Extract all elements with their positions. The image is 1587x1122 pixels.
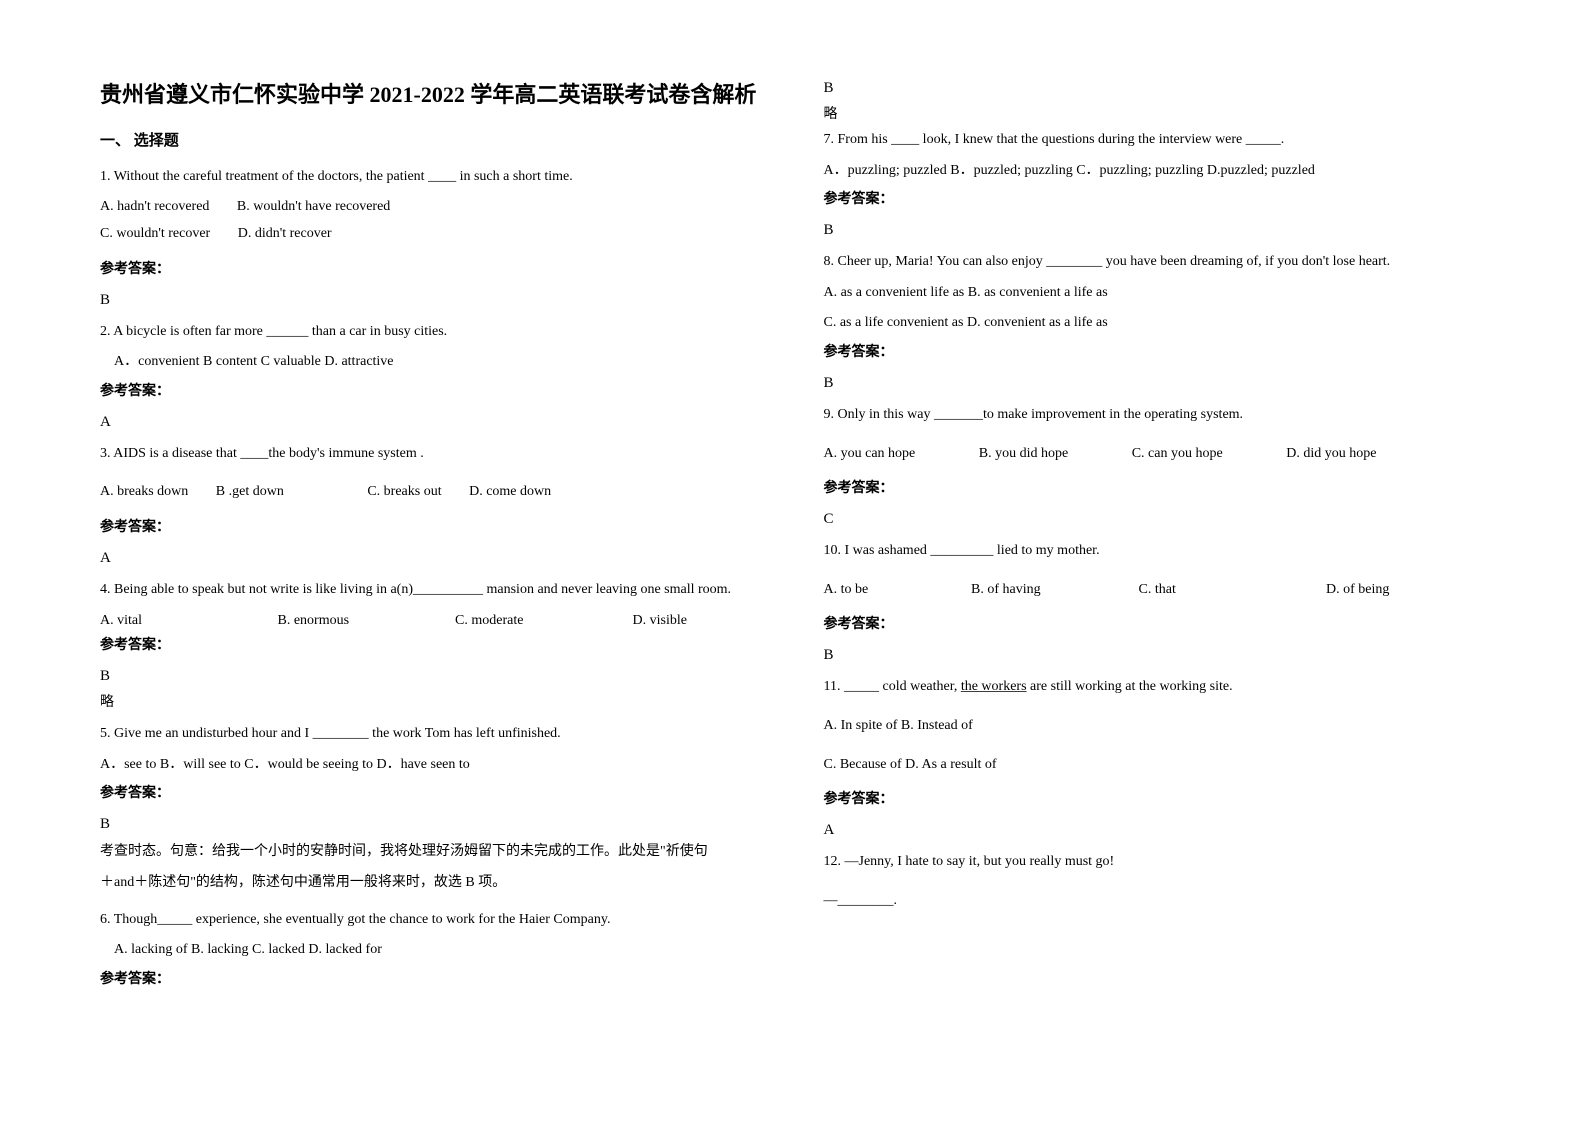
question-5: 5. Give me an undisturbed hour and I ___… bbox=[100, 721, 764, 896]
opt-c: C. breaks out bbox=[367, 479, 441, 506]
dash-line: —________. bbox=[824, 888, 1488, 915]
question-text: 4. Being able to speak but not write is … bbox=[100, 577, 764, 604]
answer-label: 参考答案： bbox=[100, 634, 764, 654]
question-3: 3. AIDS is a disease that ____the body's… bbox=[100, 441, 764, 567]
opt-d: D. of being bbox=[1326, 577, 1389, 604]
question-text: 3. AIDS is a disease that ____the body's… bbox=[100, 441, 764, 468]
q6-note: 略 bbox=[824, 103, 1488, 123]
opt-d: D. visible bbox=[633, 608, 687, 635]
opt-a: A. you can hope bbox=[824, 441, 916, 468]
options: A. to be B. of having C. that D. of bein… bbox=[824, 577, 1488, 604]
question-text: 7. From his ____ look, I knew that the q… bbox=[824, 127, 1488, 154]
opt-d: D. come down bbox=[469, 479, 551, 506]
question-8: 8. Cheer up, Maria! You can also enjoy _… bbox=[824, 249, 1488, 392]
opt-c: C. moderate bbox=[455, 608, 605, 635]
underlined-text: the workers bbox=[961, 679, 1027, 694]
options-row-1: A. In spite of B. Instead of bbox=[824, 713, 1488, 740]
question-4: 4. Being able to speak but not write is … bbox=[100, 577, 764, 711]
opt-a: A. to be bbox=[824, 577, 944, 604]
options-row-1: A. as a convenient life as B. as conveni… bbox=[824, 280, 1488, 307]
answer: B bbox=[824, 375, 1488, 392]
answer: A bbox=[100, 414, 764, 431]
answer: A bbox=[100, 550, 764, 567]
text-b: are still working at the working site. bbox=[1027, 679, 1233, 694]
question-text: 12. —Jenny, I hate to say it, but you re… bbox=[824, 849, 1488, 876]
opt-d: D. did you hope bbox=[1286, 441, 1376, 468]
answer-label: 参考答案： bbox=[100, 782, 764, 802]
question-7: 7. From his ____ look, I knew that the q… bbox=[824, 127, 1488, 239]
answer-label: 参考答案： bbox=[824, 613, 1488, 633]
note: 略 bbox=[100, 691, 764, 711]
answer: B bbox=[100, 668, 764, 685]
answer: B bbox=[100, 816, 764, 833]
answer-label: 参考答案： bbox=[100, 380, 764, 400]
answer: B bbox=[100, 292, 764, 309]
opt-b: B. you did hope bbox=[979, 441, 1068, 468]
options-row-2: C. wouldn't recover D. didn't recover bbox=[100, 221, 764, 248]
answer: B bbox=[824, 222, 1488, 239]
opt-a: A. breaks down bbox=[100, 479, 188, 506]
options-row-2: C. Because of D. As a result of bbox=[824, 752, 1488, 779]
question-text: 5. Give me an undisturbed hour and I ___… bbox=[100, 721, 764, 748]
options: A. vital B. enormous C. moderate D. visi… bbox=[100, 608, 764, 635]
options-row-2: C. as a life convenient as D. convenient… bbox=[824, 310, 1488, 337]
options: A. you can hope B. you did hope C. can y… bbox=[824, 441, 1488, 468]
question-text: 8. Cheer up, Maria! You can also enjoy _… bbox=[824, 249, 1488, 276]
left-column: 贵州省遵义市仁怀实验中学 2021-2022 学年高二英语联考试卷含解析 一、 … bbox=[100, 80, 764, 998]
question-12: 12. —Jenny, I hate to say it, but you re… bbox=[824, 849, 1488, 914]
explanation-1: 考查时态。句意：给我一个小时的安静时间，我将处理好汤姆留下的未完成的工作。此处是… bbox=[100, 839, 764, 866]
answer-label: 参考答案： bbox=[100, 258, 764, 278]
answer-label: 参考答案： bbox=[100, 968, 764, 988]
options: A．puzzling; puzzled B．puzzled; puzzling … bbox=[824, 158, 1488, 185]
right-column: B 略 7. From his ____ look, I knew that t… bbox=[824, 80, 1488, 998]
answer-label: 参考答案： bbox=[824, 341, 1488, 361]
question-2: 2. A bicycle is often far more ______ th… bbox=[100, 319, 764, 431]
answer: C bbox=[824, 511, 1488, 528]
opt-b: B. enormous bbox=[278, 608, 428, 635]
question-11: 11. _____ cold weather, the workers are … bbox=[824, 674, 1488, 839]
question-text: 6. Though_____ experience, she eventuall… bbox=[100, 907, 764, 934]
answer-label: 参考答案： bbox=[824, 788, 1488, 808]
opt-c: C. can you hope bbox=[1132, 441, 1223, 468]
question-1: 1. Without the careful treatment of the … bbox=[100, 164, 764, 309]
question-9: 9. Only in this way _______to make impro… bbox=[824, 402, 1488, 528]
options: A．see to B．will see to C．would be seeing… bbox=[100, 752, 764, 779]
q6-answer: B bbox=[824, 80, 1488, 97]
question-6: 6. Though_____ experience, she eventuall… bbox=[100, 907, 764, 988]
opt-b: B. wouldn't have recovered bbox=[237, 194, 390, 221]
opt-d: D. didn't recover bbox=[238, 221, 332, 248]
question-text: 10. I was ashamed _________ lied to my m… bbox=[824, 538, 1488, 565]
answer: B bbox=[824, 647, 1488, 664]
opt-c: C. wouldn't recover bbox=[100, 221, 210, 248]
opt-c: C. that bbox=[1139, 577, 1299, 604]
question-text: 1. Without the careful treatment of the … bbox=[100, 164, 764, 191]
text-a: 11. _____ cold weather, bbox=[824, 679, 961, 694]
answer-label: 参考答案： bbox=[824, 188, 1488, 208]
opt-a: A. hadn't recovered bbox=[100, 194, 209, 221]
section-heading: 一、 选择题 bbox=[100, 129, 764, 150]
opt-a: A. vital bbox=[100, 608, 250, 635]
opt-b: B .get down bbox=[216, 479, 284, 506]
question-text: 9. Only in this way _______to make impro… bbox=[824, 402, 1488, 429]
answer-label: 参考答案： bbox=[824, 477, 1488, 497]
explanation-2: ＋and＋陈述句"的结构，陈述句中通常用一般将来时，故选 B 项。 bbox=[100, 870, 764, 897]
question-text: 11. _____ cold weather, the workers are … bbox=[824, 674, 1488, 701]
options: A．convenient B content C valuable D. att… bbox=[100, 349, 764, 376]
exam-title: 贵州省遵义市仁怀实验中学 2021-2022 学年高二英语联考试卷含解析 bbox=[100, 80, 764, 111]
question-text: 2. A bicycle is often far more ______ th… bbox=[100, 319, 764, 346]
answer-label: 参考答案： bbox=[100, 516, 764, 536]
options: A. breaks down B .get down C. breaks out… bbox=[100, 479, 764, 506]
question-10: 10. I was ashamed _________ lied to my m… bbox=[824, 538, 1488, 664]
opt-b: B. of having bbox=[971, 577, 1111, 604]
options: A. lacking of B. lacking C. lacked D. la… bbox=[100, 937, 764, 964]
answer: A bbox=[824, 822, 1488, 839]
options-row-1: A. hadn't recovered B. wouldn't have rec… bbox=[100, 194, 764, 221]
